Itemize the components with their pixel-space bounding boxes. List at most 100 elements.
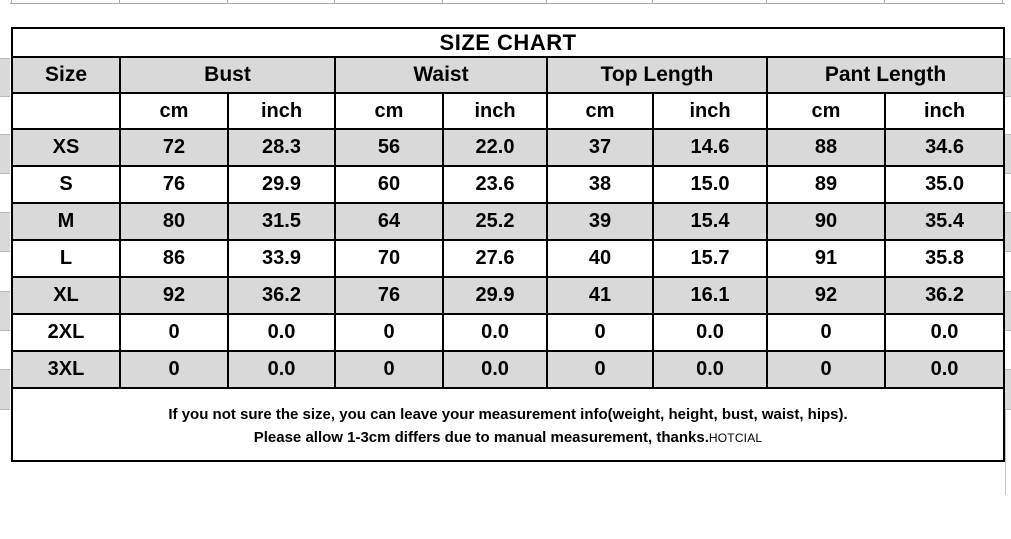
value-cell: 29.9 xyxy=(442,276,548,315)
value-cell: 60 xyxy=(334,165,444,204)
value-cell: 92 xyxy=(766,276,886,315)
value-cell: 25.2 xyxy=(442,202,548,241)
value-cell: 0.0 xyxy=(883,350,1006,389)
unit-header-inch: inch xyxy=(883,92,1006,130)
col-header-top-length: Top Length xyxy=(546,56,768,94)
value-cell: 36.2 xyxy=(227,276,336,315)
value-cell: 0 xyxy=(119,350,229,389)
left-row-fill-spillover xyxy=(0,0,10,410)
value-cell: 16.1 xyxy=(652,276,768,315)
value-cell: 0 xyxy=(334,350,444,389)
col-header-size: Size xyxy=(11,56,121,94)
size-label: 3XL xyxy=(11,350,121,389)
value-cell: 88 xyxy=(766,128,886,167)
value-cell: 29.9 xyxy=(227,165,336,204)
spreadsheet-top-gridline xyxy=(0,3,1011,4)
size-label: 2XL xyxy=(11,313,121,352)
unit-header-row: cm inch cm inch cm inch cm inch xyxy=(11,92,1006,130)
value-cell: 0 xyxy=(766,313,886,352)
value-cell: 0.0 xyxy=(652,313,768,352)
size-chart-table: SIZE CHART Size Bust Waist Top Length Pa… xyxy=(10,27,1006,462)
value-cell: 92 xyxy=(119,276,229,315)
value-cell: 37 xyxy=(546,128,654,167)
value-cell: 0 xyxy=(334,313,444,352)
value-cell: 0.0 xyxy=(442,313,548,352)
value-cell: 70 xyxy=(334,239,444,278)
table-row-xs: XS 72 28.3 56 22.0 37 14.6 88 34.6 xyxy=(11,128,1006,167)
size-label: XS xyxy=(11,128,121,167)
value-cell: 0.0 xyxy=(227,350,336,389)
value-cell: 0.0 xyxy=(227,313,336,352)
unit-header-inch: inch xyxy=(652,92,768,130)
value-cell: 28.3 xyxy=(227,128,336,167)
value-cell: 40 xyxy=(546,239,654,278)
value-cell: 0 xyxy=(546,313,654,352)
right-row-fill-spillover xyxy=(1005,0,1011,410)
table-row-l: L 86 33.9 70 27.6 40 15.7 91 35.8 xyxy=(11,239,1006,278)
unit-header-cm: cm xyxy=(119,92,229,130)
unit-header-inch: inch xyxy=(227,92,336,130)
value-cell: 27.6 xyxy=(442,239,548,278)
value-cell: 72 xyxy=(119,128,229,167)
value-cell: 39 xyxy=(546,202,654,241)
value-cell: 91 xyxy=(766,239,886,278)
footer-note-cell: If you not sure the size, you can leave … xyxy=(10,387,1006,462)
size-label: XL xyxy=(11,276,121,315)
value-cell: 80 xyxy=(119,202,229,241)
unit-header-inch: inch xyxy=(442,92,548,130)
value-cell: 36.2 xyxy=(883,276,1006,315)
table-row-m: M 80 31.5 64 25.2 39 15.4 90 35.4 xyxy=(11,202,1006,241)
value-cell: 31.5 xyxy=(227,202,336,241)
footer-note-line1: If you not sure the size, you can leave … xyxy=(168,406,848,423)
table-row-xl: XL 92 36.2 76 29.9 41 16.1 92 36.2 xyxy=(11,276,1006,315)
value-cell: 41 xyxy=(546,276,654,315)
value-cell: 76 xyxy=(334,276,444,315)
brand-label: HOTCIAL xyxy=(708,431,763,445)
table-row-s: S 76 29.9 60 23.6 38 15.0 89 35.0 xyxy=(11,165,1006,204)
value-cell: 0.0 xyxy=(652,350,768,389)
value-cell: 35.4 xyxy=(883,202,1006,241)
value-cell: 0 xyxy=(766,350,886,389)
footer-note-line2-text: Please allow 1-3cm differs due to manual… xyxy=(253,429,709,446)
value-cell: 35.8 xyxy=(883,239,1006,278)
value-cell: 33.9 xyxy=(227,239,336,278)
group-header-row: Size Bust Waist Top Length Pant Length xyxy=(11,56,1006,94)
footer-note-row: If you not sure the size, you can leave … xyxy=(10,387,1006,462)
value-cell: 22.0 xyxy=(442,128,548,167)
value-cell: 89 xyxy=(766,165,886,204)
value-cell: 76 xyxy=(119,165,229,204)
col-header-waist: Waist xyxy=(334,56,548,94)
table-row-3xl: 3XL 0 0.0 0 0.0 0 0.0 0 0.0 xyxy=(11,350,1006,389)
value-cell: 64 xyxy=(334,202,444,241)
value-cell: 15.7 xyxy=(652,239,768,278)
value-cell: 23.6 xyxy=(442,165,548,204)
value-cell: 0 xyxy=(546,350,654,389)
title-row: SIZE CHART xyxy=(10,27,1006,58)
value-cell: 14.6 xyxy=(652,128,768,167)
size-label: M xyxy=(11,202,121,241)
value-cell: 38 xyxy=(546,165,654,204)
unit-header-cm: cm xyxy=(546,92,654,130)
value-cell: 34.6 xyxy=(883,128,1006,167)
value-cell: 15.0 xyxy=(652,165,768,204)
value-cell: 35.0 xyxy=(883,165,1006,204)
spreadsheet-column-ticks xyxy=(11,0,12,4)
col-header-pant-length: Pant Length xyxy=(765,56,1006,94)
unit-header-cm: cm xyxy=(766,92,886,130)
table-row-2xl: 2XL 0 0.0 0 0.0 0 0.0 0 0.0 xyxy=(11,313,1006,352)
value-cell: 0 xyxy=(119,313,229,352)
unit-header-cm: cm xyxy=(334,92,444,130)
value-cell: 56 xyxy=(334,128,444,167)
page-title: SIZE CHART xyxy=(10,27,1006,58)
col-header-bust: Bust xyxy=(119,56,336,94)
value-cell: 90 xyxy=(766,202,886,241)
value-cell: 0.0 xyxy=(442,350,548,389)
size-label: S xyxy=(11,165,121,204)
footer-note-line2: Please allow 1-3cm differs due to manual… xyxy=(14,426,1002,450)
value-cell: 0.0 xyxy=(883,313,1006,352)
unit-header-empty xyxy=(11,92,121,130)
value-cell: 15.4 xyxy=(652,202,768,241)
size-label: L xyxy=(11,239,121,278)
value-cell: 86 xyxy=(119,239,229,278)
